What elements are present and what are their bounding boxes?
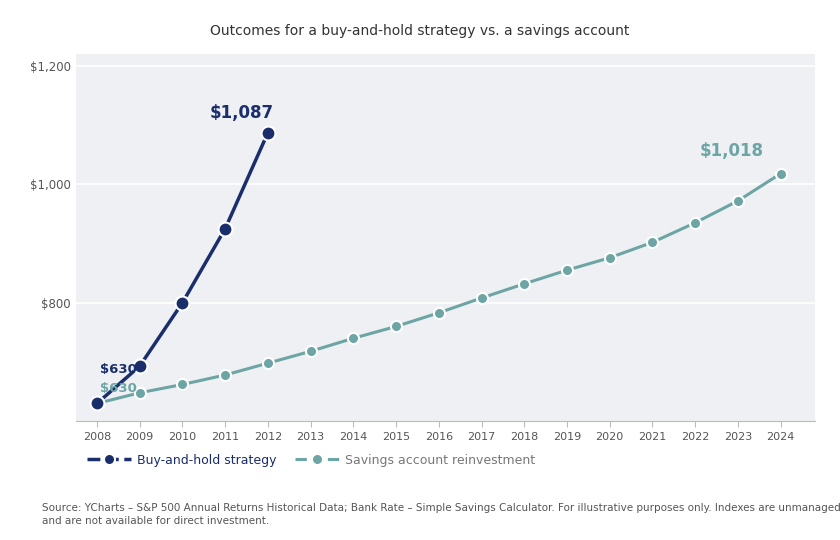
Text: $630: $630	[100, 363, 137, 376]
Text: $630: $630	[100, 382, 137, 395]
Text: Source: YCharts – S&P 500 Annual Returns Historical Data; Bank Rate – Simple Sav: Source: YCharts – S&P 500 Annual Returns…	[42, 503, 840, 526]
Legend: Buy-and-hold strategy, Savings account reinvestment: Buy-and-hold strategy, Savings account r…	[81, 449, 540, 471]
Text: Outcomes for a buy-and-hold strategy vs. a savings account: Outcomes for a buy-and-hold strategy vs.…	[210, 24, 630, 38]
Text: $1,087: $1,087	[209, 104, 274, 122]
Text: $1,018: $1,018	[700, 141, 764, 160]
